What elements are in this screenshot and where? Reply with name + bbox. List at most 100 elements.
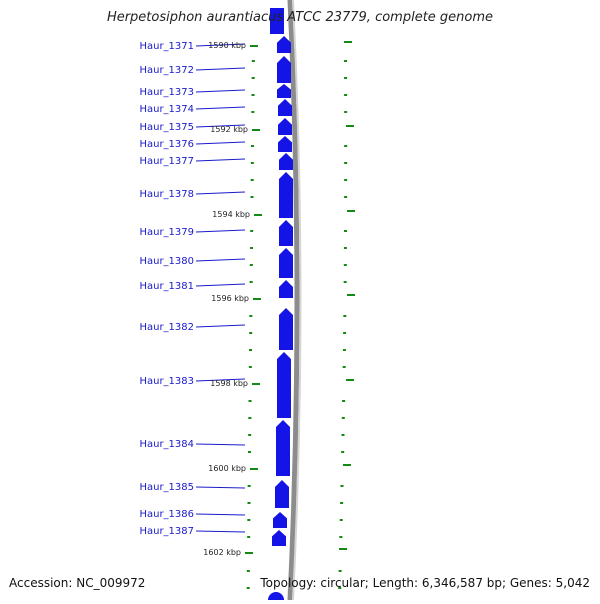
minor-tick-left xyxy=(248,417,252,419)
gene-label[interactable]: Haur_1375 xyxy=(139,122,194,133)
gene-label[interactable]: Haur_1382 xyxy=(139,322,194,333)
gene-label[interactable]: Haur_1383 xyxy=(139,376,194,387)
gene-connector-line xyxy=(195,141,246,145)
minor-tick-right xyxy=(344,94,348,96)
gene-label[interactable]: Haur_1374 xyxy=(139,104,194,115)
gene-arrow-haur_1387[interactable] xyxy=(272,530,286,546)
gene-connector-line xyxy=(195,89,246,93)
major-tick-right xyxy=(343,464,351,466)
gene-label[interactable]: Haur_1378 xyxy=(139,189,194,200)
gene-arrow-haur_1382[interactable] xyxy=(279,308,293,350)
scale-label: 1590 kbp xyxy=(208,41,246,50)
gene-gap xyxy=(270,0,284,8)
minor-tick-right xyxy=(344,111,348,113)
gene-arrow-haur_1379[interactable] xyxy=(279,220,293,246)
scale-label: 1592 kbp xyxy=(210,125,248,134)
gene-arrow-haur_1381[interactable] xyxy=(279,280,293,298)
major-tick-left xyxy=(254,214,262,216)
minor-tick-right xyxy=(342,349,346,351)
minor-tick-right xyxy=(338,587,342,589)
minor-tick-right xyxy=(338,570,342,572)
minor-tick-right xyxy=(340,502,344,504)
minor-tick-left xyxy=(247,536,251,538)
major-tick-left xyxy=(250,45,258,47)
gene-arrow-haur_1375[interactable] xyxy=(278,118,292,135)
gene-connector-line xyxy=(195,43,246,47)
major-tick-left xyxy=(253,298,261,300)
gene-arrow-partial-top[interactable] xyxy=(270,8,284,34)
minor-tick-right xyxy=(344,145,348,147)
minor-tick-left xyxy=(247,451,251,453)
minor-tick-right xyxy=(339,536,343,538)
gene-connector-line xyxy=(195,158,246,162)
gene-connector-line xyxy=(195,324,246,328)
minor-tick-right xyxy=(344,60,348,62)
gene-connector-line xyxy=(195,67,246,71)
minor-tick-right xyxy=(343,281,347,283)
minor-tick-right xyxy=(339,519,343,521)
gene-label[interactable]: Haur_1377 xyxy=(139,156,194,167)
gene-arrow-haur_1371[interactable] xyxy=(277,36,291,53)
gene-connector-line xyxy=(195,124,246,128)
gene-connector-line xyxy=(195,486,246,489)
gene-label[interactable]: Haur_1373 xyxy=(139,87,194,98)
gene-label[interactable]: Haur_1386 xyxy=(139,509,194,520)
gene-label[interactable]: Haur_1379 xyxy=(139,227,194,238)
major-tick-right xyxy=(344,41,352,43)
major-tick-left xyxy=(252,129,260,131)
scale-label: 1594 kbp xyxy=(212,210,250,219)
gene-label[interactable]: Haur_1381 xyxy=(139,281,194,292)
minor-tick-left xyxy=(250,196,254,198)
gene-arrow-haur_1374[interactable] xyxy=(278,99,292,116)
gene-connector-line xyxy=(195,229,246,233)
minor-tick-right xyxy=(341,451,345,453)
gene-arrow-haur_1372[interactable] xyxy=(277,56,291,83)
minor-tick-left xyxy=(247,485,251,487)
gene-label[interactable]: Haur_1380 xyxy=(139,256,194,267)
minor-tick-left xyxy=(251,111,255,113)
scale-label: 1598 kbp xyxy=(210,379,248,388)
backbone-arc xyxy=(287,0,300,601)
gene-label[interactable]: Haur_1371 xyxy=(139,41,194,52)
gene-label[interactable]: Haur_1387 xyxy=(139,526,194,537)
gene-arrow-haur_1380[interactable] xyxy=(279,248,293,278)
minor-tick-right xyxy=(342,366,346,368)
gene-arrow-partial[interactable] xyxy=(268,592,284,604)
accession-label: Accession: NC_009972 xyxy=(9,576,146,590)
minor-tick-left xyxy=(250,230,254,232)
gene-label[interactable]: Haur_1372 xyxy=(139,65,194,76)
major-tick-left xyxy=(252,383,260,385)
gene-label[interactable]: Haur_1384 xyxy=(139,439,194,450)
major-tick-right xyxy=(347,210,355,212)
minor-tick-right xyxy=(341,417,345,419)
scale-label: 1596 kbp xyxy=(211,294,249,303)
gene-label[interactable]: Haur_1376 xyxy=(139,139,194,150)
gene-label[interactable]: Haur_1385 xyxy=(139,482,194,493)
major-tick-right xyxy=(346,125,354,127)
minor-tick-left xyxy=(250,179,254,181)
gene-arrow-haur_1378[interactable] xyxy=(279,172,293,218)
scale-label: 1600 kbp xyxy=(208,464,246,473)
minor-tick-right xyxy=(340,485,344,487)
minor-tick-left xyxy=(247,502,251,504)
gene-arrow-haur_1377[interactable] xyxy=(279,153,293,170)
gene-arrow-haur_1373[interactable] xyxy=(277,84,291,98)
minor-tick-left xyxy=(247,519,251,521)
gene-arrow-haur_1386[interactable] xyxy=(273,512,287,528)
scale-label: 1602 kbp xyxy=(203,548,241,557)
minor-tick-left xyxy=(248,400,252,402)
gene-connector-line xyxy=(195,513,246,516)
gene-arrow-haur_1385[interactable] xyxy=(275,480,289,508)
minor-tick-left xyxy=(250,247,254,249)
minor-tick-right xyxy=(343,230,347,232)
gene-arrow-haur_1383[interactable] xyxy=(277,352,291,418)
minor-tick-left xyxy=(248,434,252,436)
gene-arrow-haur_1376[interactable] xyxy=(278,136,292,152)
gene-arrow-haur_1384[interactable] xyxy=(276,420,290,476)
minor-tick-left xyxy=(246,587,250,589)
minor-tick-left xyxy=(249,315,253,317)
minor-tick-left xyxy=(251,145,255,147)
minor-tick-left xyxy=(249,281,253,283)
